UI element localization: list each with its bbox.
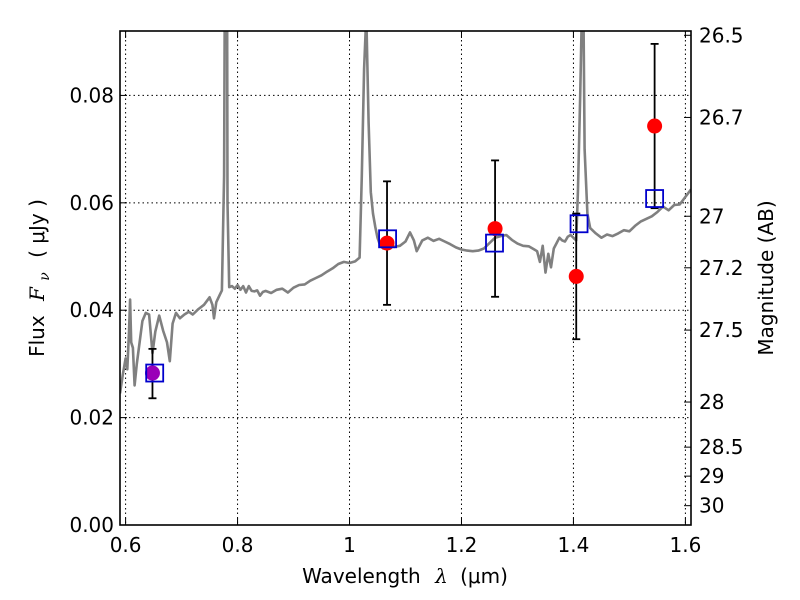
y-tick-label: 0.04 — [69, 298, 114, 322]
x-axis-unit: (μm) — [460, 564, 508, 588]
y-axis-symbol-subscript: ν — [37, 272, 53, 281]
spectrum-layer — [120, 31, 691, 394]
x-tick-label: 1 — [343, 533, 356, 557]
x-axis-symbol: λ — [434, 564, 448, 588]
mag-tick-label: 27.2 — [699, 256, 744, 280]
mag-tick-label: 26.5 — [699, 23, 744, 47]
marker-layer — [144, 118, 665, 383]
mag-tick-label: 26.7 — [699, 105, 744, 129]
measured-point — [144, 365, 160, 381]
y-axis-title-prefix: Flux — [25, 315, 49, 357]
x-tick-label: 1.6 — [669, 533, 701, 557]
model-point — [145, 363, 165, 383]
x-tick-label: 1.4 — [558, 533, 590, 557]
x-tick-label: 0.8 — [222, 533, 254, 557]
x-axis-title-prefix: Wavelength — [302, 564, 421, 588]
y-tick-label: 0.08 — [69, 83, 114, 107]
y-tick-label: 0.06 — [69, 191, 114, 215]
y-axis-title: Flux F ν ( μJy ) — [25, 199, 54, 357]
y-axis-symbol: F — [25, 286, 49, 302]
mag-tick-label: 29 — [699, 464, 724, 488]
mag-tick-label: 28.5 — [699, 435, 744, 459]
mag-tick-label: 27.5 — [699, 318, 744, 342]
mag-tick-label: 30 — [699, 494, 724, 518]
x-tick-label: 0.6 — [110, 533, 142, 557]
model-point — [645, 189, 665, 208]
plot-frame — [119, 30, 692, 526]
mag-tick-label: 27 — [699, 204, 724, 228]
model-point — [569, 214, 589, 234]
measured-point — [487, 221, 503, 237]
model-point — [378, 229, 397, 249]
measured-point — [568, 268, 584, 284]
y-axis-unit: ( μJy ) — [25, 199, 49, 258]
x-tick-label: 1.2 — [446, 533, 478, 557]
model-point — [485, 233, 504, 253]
tick-labels: 0.6 0.8 1 1.2 1.4 1.6 0.00 0.02 0.04 0.06 0.08 26.5… — [69, 23, 743, 557]
y-tick-label: 0.00 — [69, 513, 114, 537]
measured-point — [379, 235, 395, 251]
grid-lines — [120, 31, 691, 526]
secondary-y-axis-title: Magnitude (AB) — [754, 200, 778, 355]
y-tick-label: 0.02 — [69, 406, 114, 430]
spectrum-line — [120, 31, 691, 394]
tick-marks — [120, 31, 691, 526]
measured-point — [647, 118, 663, 134]
x-axis-title: Wavelength λ (μm) — [302, 564, 508, 588]
mag-tick-label: 28 — [699, 390, 724, 414]
